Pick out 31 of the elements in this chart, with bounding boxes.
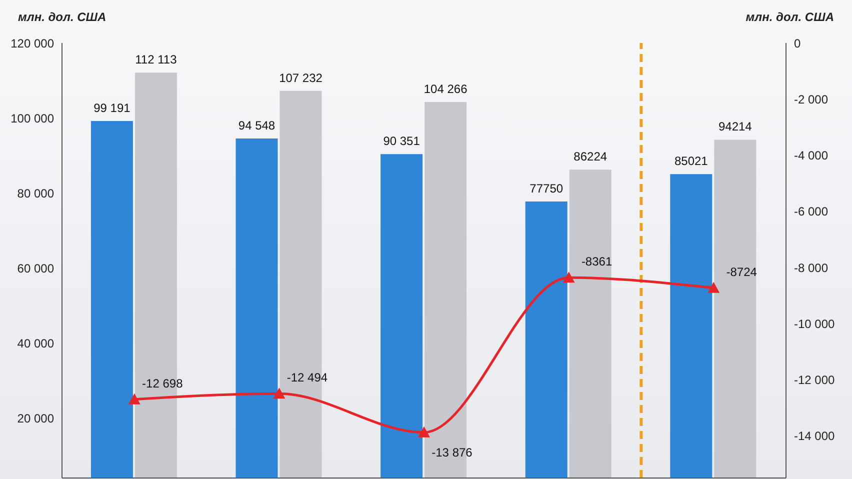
data-label: 94 548 (238, 118, 276, 132)
y-tick-label: 100 000 (10, 111, 54, 126)
y2-tick-label: -2 000 (794, 92, 828, 106)
y-tick-label: 60 000 (17, 261, 54, 276)
data-label: 86224 (574, 150, 608, 164)
data-label: 112 113 (135, 52, 178, 67)
data-label: 99 191 (94, 101, 131, 116)
y2-tick-label: -14 000 (794, 429, 836, 444)
data-label: -8724 (726, 264, 758, 279)
data-label: 94214 (718, 120, 752, 134)
y-tick-label: 20 000 (17, 411, 54, 426)
y2-tick-label: -8 000 (794, 260, 828, 275)
data-label: 104 266 (424, 82, 468, 96)
data-label: -8361 (581, 254, 612, 269)
data-label: -12 698 (142, 376, 184, 390)
y2-tick-label: -10 000 (794, 316, 836, 331)
y-tick-label: 120 000 (10, 36, 54, 50)
y-axis-title: млн. дол. США (18, 10, 106, 24)
data-label: -12 494 (286, 370, 328, 385)
y2-tick-label: -12 000 (794, 373, 836, 388)
y2-tick-label: -4 000 (794, 148, 828, 163)
y2-axis-title: млн. дол. США (746, 10, 834, 24)
data-label: -13 876 (432, 445, 473, 460)
y2-tick-label: 0 (794, 36, 801, 50)
y2-tick-label: -6 000 (794, 204, 828, 219)
data-label: 85021 (674, 154, 708, 168)
data-label: 107 232 (279, 70, 323, 85)
data-label: 77750 (530, 181, 564, 196)
data-label: 90 351 (383, 134, 420, 148)
y-tick-label: 40 000 (17, 336, 54, 350)
y-tick-label: 80 000 (17, 186, 54, 200)
